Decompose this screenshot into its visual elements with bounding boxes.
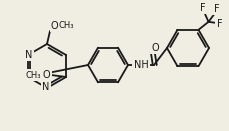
Text: NH: NH	[133, 60, 148, 70]
Text: O: O	[42, 70, 50, 80]
Text: F: F	[216, 19, 221, 29]
Text: CH₃: CH₃	[25, 70, 41, 80]
Text: CH₃: CH₃	[59, 21, 74, 31]
Text: F: F	[199, 3, 204, 13]
Text: F: F	[213, 4, 218, 14]
Text: O: O	[51, 21, 58, 31]
Text: N: N	[25, 50, 32, 60]
Text: N: N	[42, 83, 49, 92]
Text: O: O	[150, 43, 158, 53]
